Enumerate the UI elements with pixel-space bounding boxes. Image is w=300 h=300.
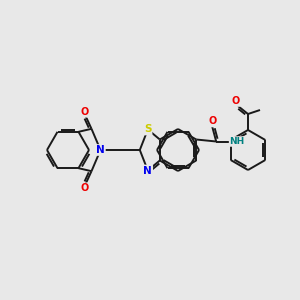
Text: O: O: [232, 96, 240, 106]
Text: S: S: [144, 124, 152, 134]
Text: N: N: [96, 145, 105, 155]
Text: N: N: [143, 166, 152, 176]
Text: O: O: [208, 116, 216, 127]
Text: O: O: [80, 183, 88, 193]
Text: O: O: [80, 107, 88, 117]
Text: NH: NH: [230, 137, 245, 146]
